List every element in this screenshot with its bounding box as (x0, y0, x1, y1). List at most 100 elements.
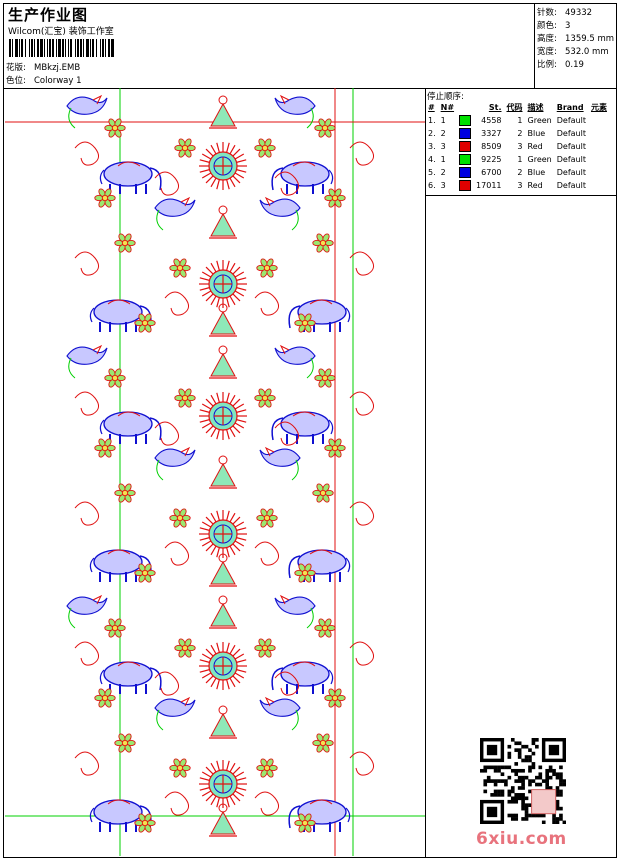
bird-motif (154, 446, 196, 481)
row-index: 1. (428, 116, 436, 125)
spec-value: 532.0 mm (565, 47, 609, 57)
flower-motif (94, 188, 116, 208)
row-stitches: 9225 (481, 155, 502, 164)
row-index: 5. (428, 168, 436, 177)
flower-motif (314, 618, 336, 638)
flower-motif (256, 508, 278, 528)
row-code: 1 (517, 155, 523, 164)
table-row: 2. 2 3327 2 Blue Default (426, 127, 610, 140)
vine-swirl (74, 391, 99, 416)
flower-motif (104, 118, 126, 138)
table-row: 4. 1 9225 1 Green Default (426, 153, 610, 166)
flower-motif (94, 688, 116, 708)
bell-motif (209, 705, 237, 739)
vine-swirl (254, 791, 279, 816)
spec-width: 宽度: 532.0 mm (537, 45, 609, 57)
row-desc: Green (527, 116, 552, 125)
embroidery-design-preview (5, 88, 425, 856)
vine-swirl (164, 791, 189, 816)
flower-motif (314, 368, 336, 388)
elephant-motif (271, 411, 334, 444)
bird-motif (274, 344, 316, 379)
watermark-text: 6xiu.com (476, 829, 567, 849)
sun-medallion (199, 142, 247, 190)
bird-motif (66, 344, 108, 379)
sun-medallion (199, 642, 247, 690)
row-brand: Default (556, 129, 586, 138)
row-number: 3 (440, 181, 446, 190)
vine-swirl (254, 291, 279, 316)
flower-motif (324, 688, 346, 708)
bird-motif (66, 94, 108, 129)
elephant-motif (288, 549, 351, 582)
spec-height: 高度: 1359.5 mm (537, 32, 614, 44)
bell-motif (209, 803, 237, 837)
bell-motif (209, 455, 237, 489)
bird-motif (274, 94, 316, 129)
row-element (589, 166, 610, 179)
row-desc: Red (527, 142, 543, 151)
sun-medallion (199, 260, 247, 308)
vine-swirl (74, 751, 99, 776)
row-stitches: 6700 (481, 168, 502, 177)
flower-motif (114, 233, 136, 253)
spec-value: 49332 (565, 8, 593, 18)
bell-motif (209, 345, 237, 379)
swatch-box (459, 154, 472, 165)
elephant-motif (288, 299, 351, 332)
stop-sequence-table: # N# St. 代码 描述 Brand 元素 1. 1 4558 1 Gree… (426, 101, 610, 192)
stop-sequence-title: 停止顺序: (427, 92, 464, 102)
bird-motif (154, 196, 196, 231)
row-code: 3 (517, 142, 523, 151)
bird-motif (66, 594, 108, 629)
bird-motif (154, 696, 196, 731)
production-sheet (3, 3, 617, 858)
flower-motif (324, 188, 346, 208)
colorway-row: 色位: Colorway 1 (6, 74, 82, 86)
spec-value: 1359.5 mm (565, 34, 615, 44)
bell-motif (209, 595, 237, 629)
flower-motif (294, 313, 316, 333)
table-row: 1. 1 4558 1 Green Default (426, 114, 610, 127)
flower-motif (312, 483, 334, 503)
bird-motif (259, 446, 301, 481)
flower-motif (174, 138, 196, 158)
vine-swirl (74, 501, 99, 526)
spec-label: 针数: (537, 8, 557, 18)
color-swatch (457, 153, 474, 166)
col-element: 元素 (590, 102, 607, 112)
swatch-box (459, 167, 472, 178)
vine-swirl (154, 171, 179, 196)
flower-motif (174, 638, 196, 658)
col-swatch (457, 101, 474, 114)
flower-motif (169, 258, 191, 278)
vine-swirl (274, 421, 299, 446)
color-swatch (457, 127, 474, 140)
studio-name: Wilcom(汇宝) 装饰工作室 (8, 27, 114, 37)
flower-motif (294, 563, 316, 583)
flower-motif (174, 388, 196, 408)
vine-swirl (349, 251, 374, 276)
flower-motif (134, 813, 156, 833)
swatch-box (459, 115, 472, 126)
vine-swirl (164, 291, 189, 316)
col-brand: Brand (556, 102, 584, 112)
row-index: 4. (428, 155, 436, 164)
flower-motif (324, 438, 346, 458)
row-index: 2. (428, 129, 436, 138)
table-header-row: # N# St. 代码 描述 Brand 元素 (426, 101, 610, 114)
sun-medallion (199, 760, 247, 808)
vine-swirl (274, 171, 299, 196)
row-element (589, 179, 610, 192)
table-row: 5. 2 6700 2 Blue Default (426, 166, 610, 179)
bird-motif (274, 594, 316, 629)
colorway-value: Colorway 1 (34, 76, 82, 86)
bell-motif (209, 303, 237, 337)
bell-motif (209, 205, 237, 239)
row-number: 2 (440, 168, 446, 177)
sun-medallion (199, 510, 247, 558)
flower-motif (294, 813, 316, 833)
row-desc: Green (527, 155, 552, 164)
flower-motif (114, 483, 136, 503)
vine-swirl (349, 641, 374, 666)
